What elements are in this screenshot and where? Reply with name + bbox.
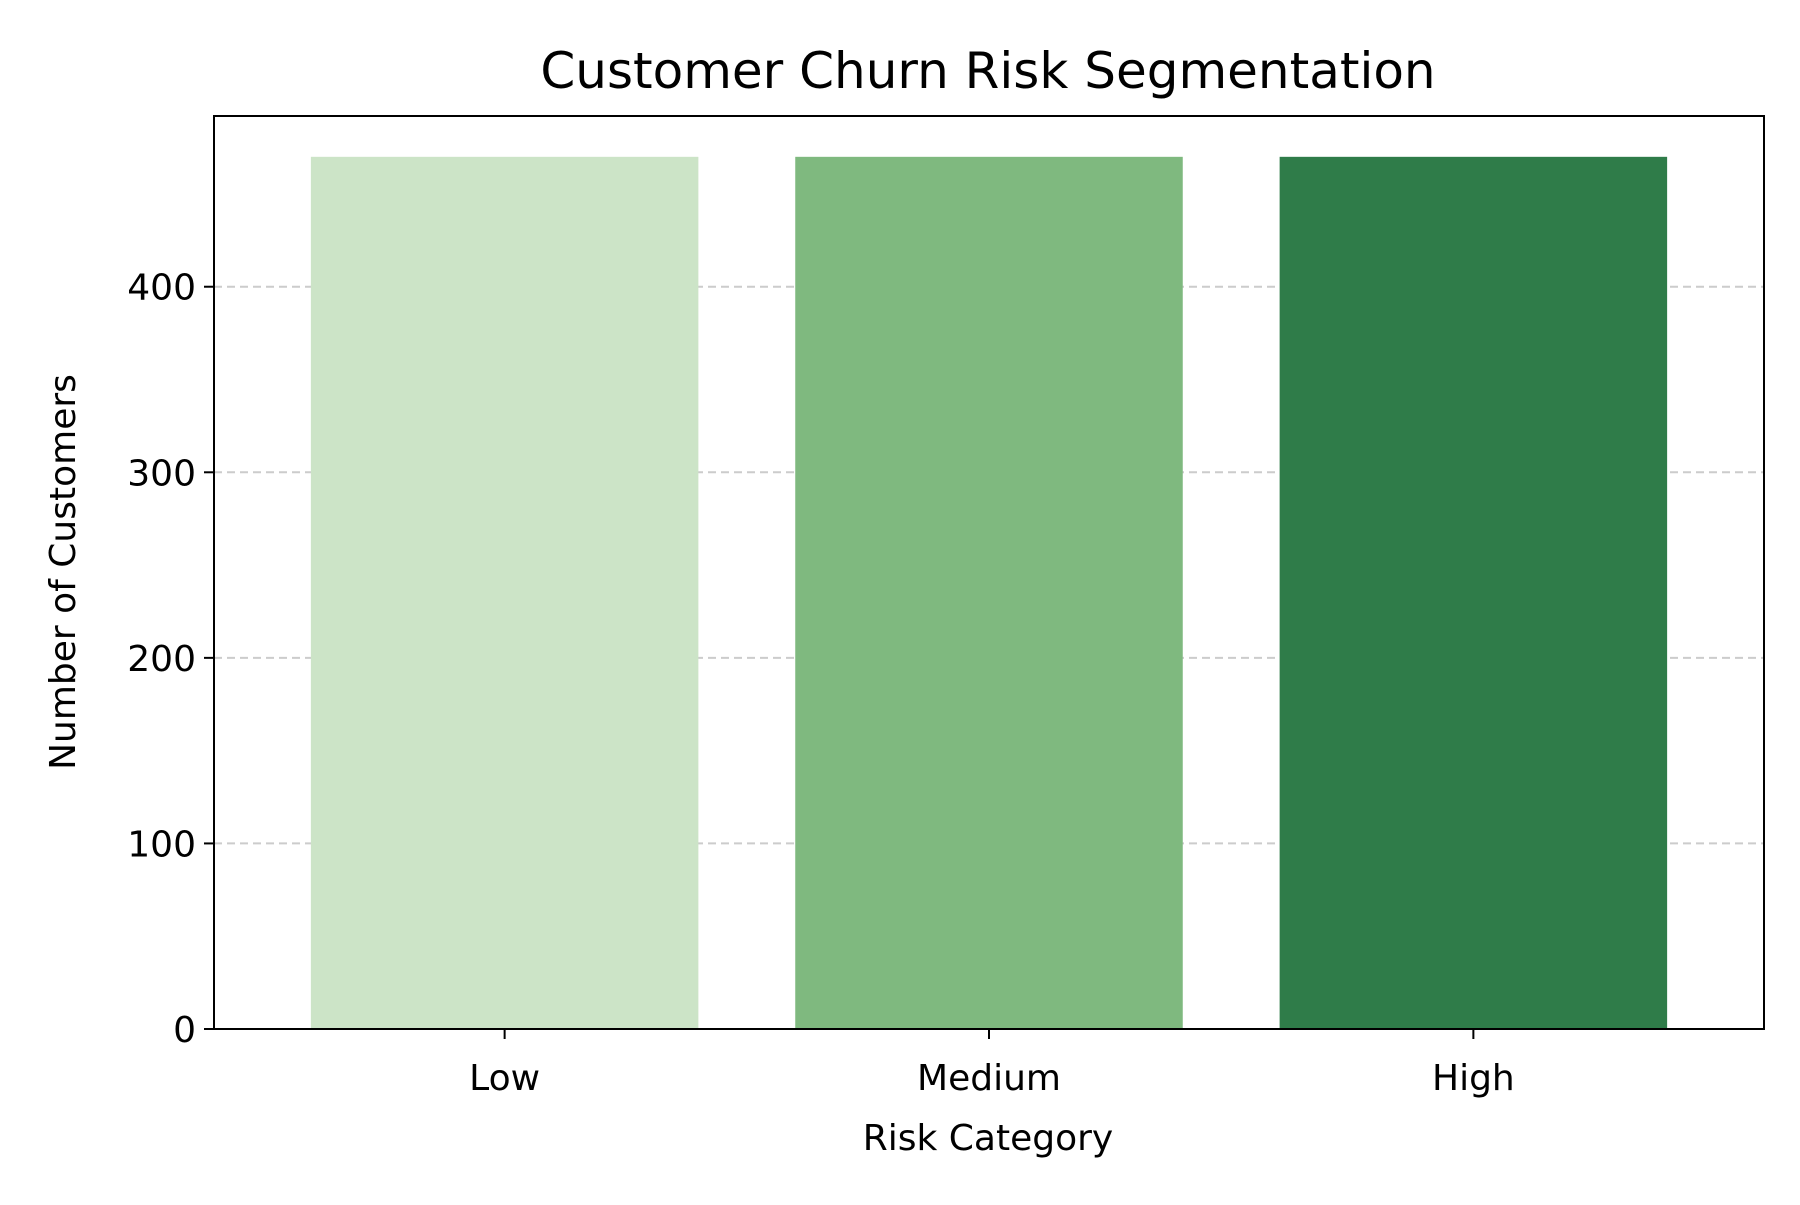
chart-title: Customer Churn Risk Segmentation xyxy=(540,42,1435,100)
x-axis: Low Medium High xyxy=(469,1029,1515,1099)
x-tick-label: High xyxy=(1432,1058,1515,1099)
bar-low xyxy=(310,156,699,1030)
y-tick-label: 300 xyxy=(127,453,196,494)
y-tick-label: 400 xyxy=(127,268,196,309)
x-axis-label: Risk Category xyxy=(863,1118,1114,1159)
bar-high xyxy=(1279,156,1668,1030)
x-tick-label: Low xyxy=(469,1058,540,1099)
y-axis-label: Number of Customers xyxy=(43,374,84,770)
plot-frame xyxy=(213,115,1765,1030)
bar-medium xyxy=(795,156,1183,1030)
y-tick-label: 200 xyxy=(127,639,196,680)
x-tick-label: Medium xyxy=(917,1058,1061,1099)
y-tick-label: 100 xyxy=(127,824,196,865)
y-axis: 0 100 200 300 400 xyxy=(127,268,214,1051)
y-tick-label: 0 xyxy=(173,1010,196,1051)
bars xyxy=(310,156,1668,1030)
